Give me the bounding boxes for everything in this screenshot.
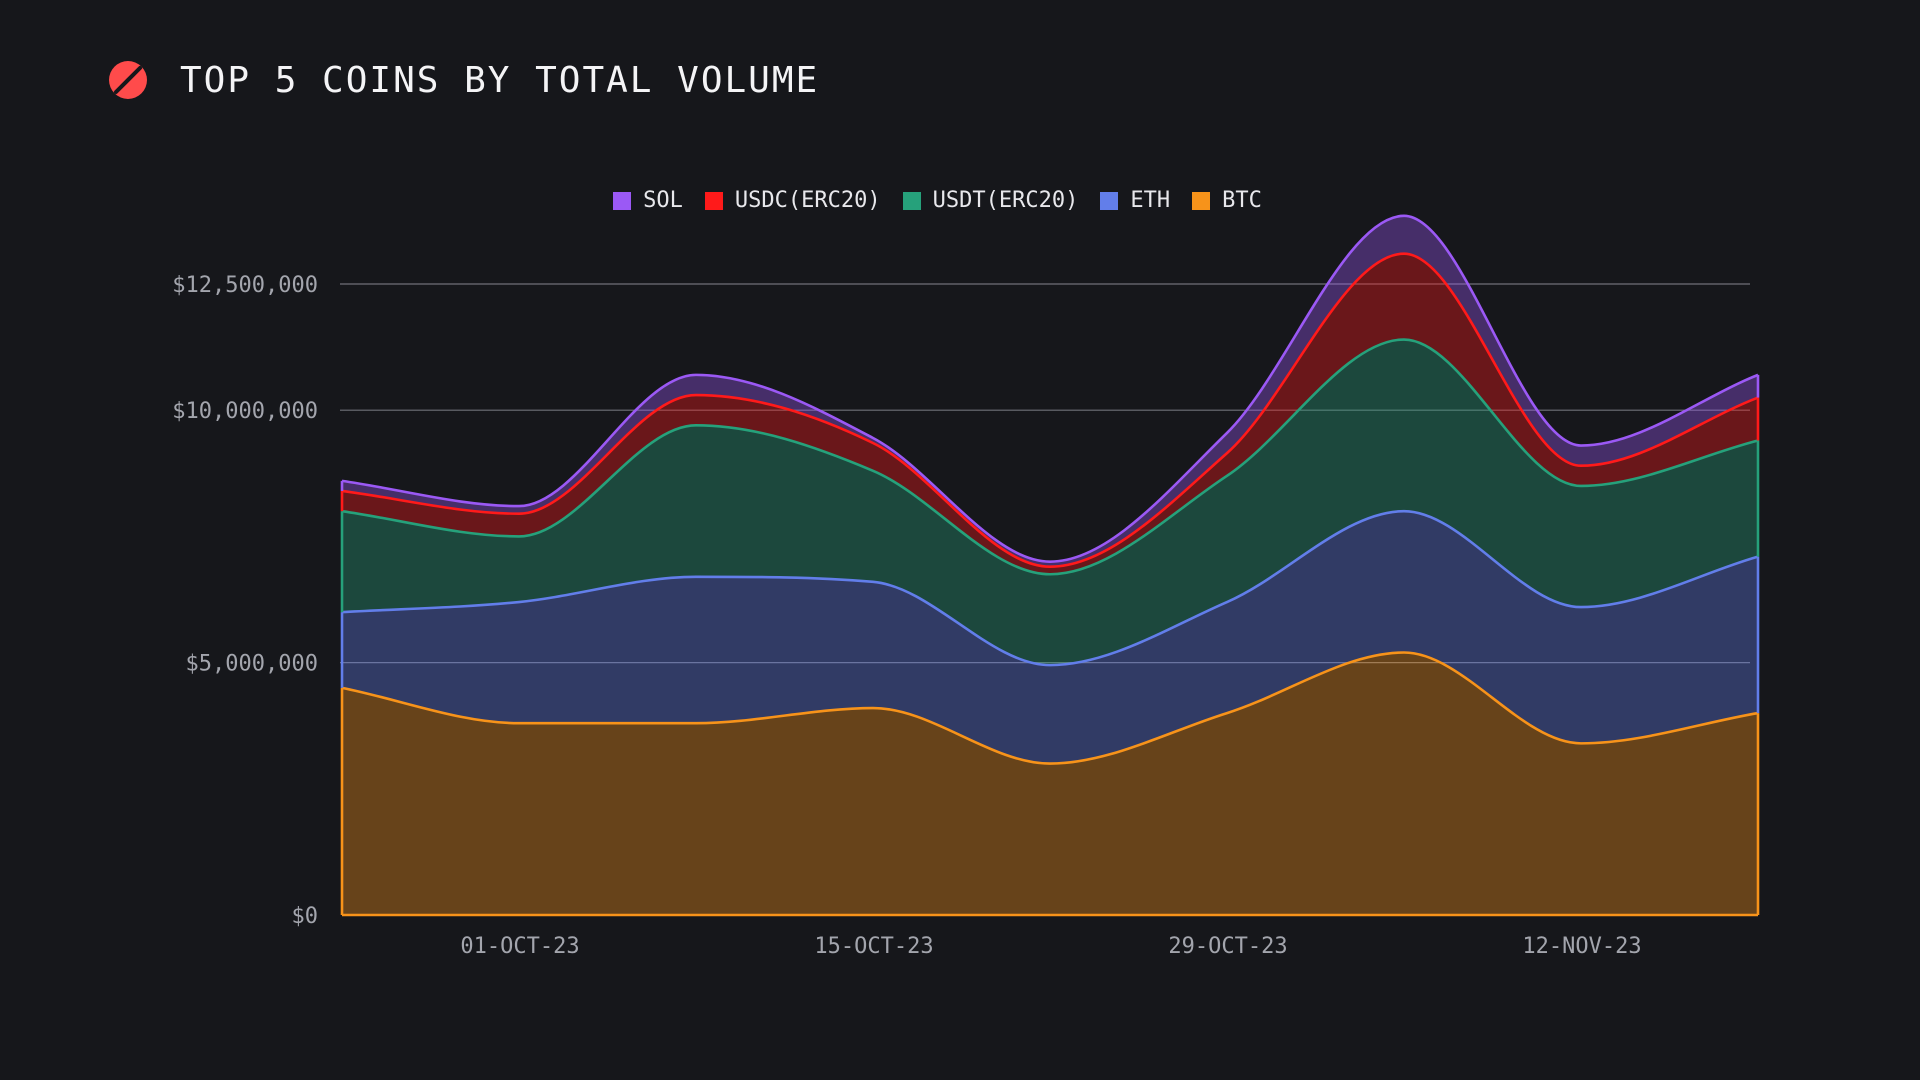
y-tick-label: $12,500,000 <box>172 273 318 298</box>
x-tick-label: 12-NOV-23 <box>1522 934 1641 959</box>
x-tick-label: 29-OCT-23 <box>1168 934 1287 959</box>
legend-label: ETH <box>1130 188 1171 213</box>
y-tick-label: $10,000,000 <box>172 399 318 424</box>
series-areas <box>342 215 1758 915</box>
legend-label: USDC(ERC20) <box>734 188 881 213</box>
slashed-circle-logo-icon <box>109 61 147 99</box>
usdc-erc20-area <box>342 253 1758 575</box>
btc-line <box>341 651 1759 765</box>
legend-swatch <box>704 191 723 210</box>
eth-area <box>342 511 1758 764</box>
chart-legend: SOL USDC(ERC20) USDT(ERC20) ETH BTC <box>0 188 1920 213</box>
legend-swatch <box>1100 191 1119 210</box>
y-tick-label: $0 <box>292 904 319 929</box>
chart-title: TOP 5 COINS BY TOTAL VOLUME <box>180 59 820 101</box>
legend-item-usdt-erc20[interactable]: USDT(ERC20) <box>902 188 1079 213</box>
legend-item-btc[interactable]: BTC <box>1192 188 1262 213</box>
legend-swatch <box>902 191 921 210</box>
x-tick-label: 01-OCT-23 <box>460 934 579 959</box>
legend-item-sol[interactable]: SOL <box>613 188 683 213</box>
usdt-erc20-area <box>342 339 1758 666</box>
sol-line <box>341 214 1759 563</box>
legend-swatch <box>613 191 632 210</box>
legend-swatch <box>1192 191 1211 210</box>
grid-lines <box>340 283 1750 664</box>
chart-header: TOP 5 COINS BY TOTAL VOLUME <box>108 56 819 104</box>
usdc-erc20-line <box>341 252 1759 568</box>
legend-label: SOL <box>643 188 683 213</box>
legend-label: BTC <box>1222 188 1262 213</box>
x-tick-label: 15-OCT-23 <box>814 934 933 959</box>
legend-item-eth[interactable]: ETH <box>1100 188 1170 213</box>
eth-line <box>341 509 1759 667</box>
series-lines <box>340 214 1760 917</box>
y-tick-label: $5,000,000 <box>186 652 318 677</box>
btc-area <box>342 652 1758 915</box>
legend-item-usdc-erc20[interactable]: USDC(ERC20) <box>704 188 881 213</box>
legend-label: USDT(ERC20) <box>932 188 1079 213</box>
usdt-erc20-line <box>341 338 1759 576</box>
